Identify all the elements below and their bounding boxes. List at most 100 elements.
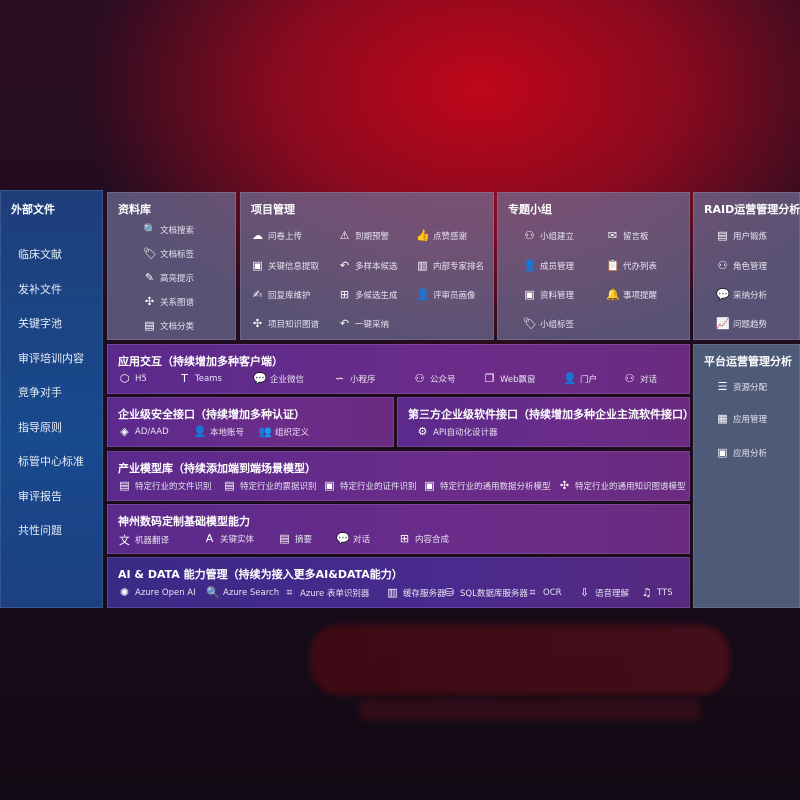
- reply-icon: ↶: [339, 259, 350, 272]
- panel-item[interactable]: ☁ 问卷上传: [251, 229, 302, 242]
- panel-item[interactable]: 文机器翻译: [118, 532, 169, 548]
- panel-item[interactable]: ↶ 多样本候选: [338, 259, 398, 272]
- chat-icon: 💬: [336, 532, 350, 545]
- panel-item[interactable]: ⬡ H5: [118, 372, 147, 385]
- panel-item[interactable]: ✣ 关系图谱: [143, 295, 194, 308]
- sidebar-item[interactable]: 临床文献: [18, 248, 62, 261]
- entity-icon: A: [205, 532, 214, 545]
- database-icon: ⛁: [444, 586, 455, 599]
- item-label: 特定行业的通用数据分析模型: [440, 481, 551, 492]
- item-label: 采纳分析: [733, 290, 768, 301]
- panel-item[interactable]: ✣ 特定行业的通用知识图谱模型: [558, 479, 686, 492]
- panel-item[interactable]: ⊞ 内容合成: [398, 532, 449, 545]
- chart-icon: ▣: [424, 479, 435, 492]
- panel-item[interactable]: 👤 门户: [563, 372, 597, 385]
- panel-item[interactable]: 👤 成员管理: [523, 259, 574, 272]
- sidebar-item[interactable]: 指导原则: [18, 420, 62, 434]
- ad-icon: ◈: [120, 425, 129, 438]
- org-icon: 👥: [258, 425, 272, 438]
- item-label: 一键采纳: [355, 319, 390, 330]
- panel-item[interactable]: ⊞ 多候选生成: [338, 288, 398, 301]
- qa-icon: 💬: [716, 288, 730, 301]
- panel-item[interactable]: ✍ 回复库维护: [251, 288, 311, 301]
- sidebar-item[interactable]: 竞争对手: [18, 386, 62, 399]
- platform-analysis-panel: 平台运营管理分析 ☰ 资源分配 ▦ 应用管理 ▣ 应用分析: [693, 344, 800, 608]
- panel-item[interactable]: ⇩ 语音理解: [578, 586, 629, 599]
- item-label: 组织定义: [275, 427, 310, 438]
- panel-item[interactable]: ▣ 资料管理: [523, 288, 574, 301]
- panel-item[interactable]: 👤 评审员画像: [416, 288, 476, 301]
- sidebar-item[interactable]: 审评报告: [18, 489, 62, 503]
- item-label: 语音理解: [595, 588, 630, 599]
- panel-item[interactable]: ✺ Azure Open AI: [118, 586, 196, 599]
- panel-item[interactable]: ⚙ API自动化设计器: [416, 425, 498, 438]
- item-label: 文档标签: [160, 249, 195, 260]
- sidebar-item[interactable]: 发补文件: [18, 282, 62, 296]
- panel-item[interactable]: ▥ 内部专家排名: [416, 259, 484, 272]
- panel-item[interactable]: ⚠ 到期预警: [338, 229, 389, 242]
- panel-item[interactable]: 🏷 小组标签: [523, 317, 574, 330]
- panel-item[interactable]: 📈 问题趋势: [716, 317, 767, 330]
- panel-item[interactable]: 💬 采纳分析: [716, 288, 767, 301]
- panel-item[interactable]: ▥ 缓存服务器: [386, 586, 445, 599]
- portal-icon: 👤: [563, 372, 577, 385]
- panel-item[interactable]: 🔍 文档搜索: [143, 223, 194, 236]
- panel-item[interactable]: 🔔 事项提醒: [606, 288, 657, 301]
- panel-item[interactable]: 📋 代办列表: [606, 259, 657, 272]
- panel-item[interactable]: ▦ 应用管理: [716, 412, 767, 425]
- sidebar-item[interactable]: 审评培训内容: [18, 351, 84, 365]
- panel-item[interactable]: ▤ 摘要: [278, 532, 312, 545]
- panel-item[interactable]: 💬 企业微信: [253, 372, 304, 385]
- panel-item[interactable]: ✉ 留言板: [606, 229, 649, 242]
- panel-item[interactable]: 👍 点赞感谢: [416, 229, 467, 242]
- panel-item[interactable]: ▤ 特定行业的票据识别: [223, 479, 316, 492]
- panel-item[interactable]: A 关键实体: [203, 532, 254, 545]
- raid-analysis-panel: RAID运营管理分析 ▤ 用户锻炼 ⚇ 角色管理 💬 采纳分析 📈 问题趋势: [693, 192, 800, 340]
- reply-icon: ↶: [339, 317, 350, 330]
- panel-item[interactable]: T Teams: [178, 372, 222, 385]
- panel-item[interactable]: 🏷 文档标签: [143, 247, 194, 260]
- panel-item[interactable]: ⌗ Azure 表单识别器: [283, 586, 369, 600]
- item-label: Azure 表单识别器: [300, 589, 370, 599]
- item-label: OCR: [543, 588, 562, 598]
- sidebar-item[interactable]: 共性问题: [18, 524, 62, 537]
- panel-item[interactable]: ⚇ 小组建立: [523, 229, 574, 242]
- panel-item[interactable]: ⌗ OCR: [526, 586, 562, 600]
- panel-item[interactable]: ◈ AD/AAD: [118, 425, 168, 438]
- miniprogram-icon: ∽: [334, 372, 345, 385]
- panel-item[interactable]: ♫ TTS: [640, 586, 673, 599]
- panel-item[interactable]: 👤 本地账号: [193, 425, 244, 438]
- panel-item[interactable]: ∽ 小程序: [333, 372, 376, 385]
- project-management-panel: 项目管理 ☁ 问卷上传 ⚠ 到期预警 👍 点赞感谢 ▣ 关键信息提取 ↶ 多样本候选 ▥ 内部专家排名 ✍…: [240, 192, 494, 340]
- panel-item[interactable]: ❐ Web飘窗: [483, 372, 536, 385]
- panel-item[interactable]: ▤ 用户锻炼: [716, 229, 767, 242]
- panel-item[interactable]: ▣ 应用分析: [716, 446, 767, 459]
- panel-item[interactable]: 👥 组织定义: [258, 425, 309, 438]
- item-label: 摘要: [295, 534, 313, 545]
- network-icon: ✣: [252, 317, 263, 330]
- item-label: 回复库维护: [268, 290, 311, 301]
- user-icon: 👤: [416, 288, 430, 301]
- panel-item[interactable]: ▣ 特定行业的证件识别: [323, 479, 416, 492]
- panel-item[interactable]: ▤ 特定行业的文件识别: [118, 479, 211, 492]
- panel-item[interactable]: ⚇ 公众号: [413, 372, 456, 385]
- edit-icon: ✍: [252, 288, 263, 301]
- panel-item[interactable]: ✣ 项目知识图谱: [251, 317, 319, 330]
- item-label: Web飘窗: [500, 374, 536, 385]
- background-shape: [310, 625, 730, 695]
- panel-item[interactable]: ⚇ 角色管理: [716, 259, 767, 272]
- panel-item[interactable]: ↶ 一键采纳: [338, 317, 389, 330]
- panel-item[interactable]: ▤ 文档分类: [143, 319, 194, 332]
- panel-item[interactable]: ✎ 高亮提示: [143, 271, 194, 284]
- panel-item[interactable]: ▣ 特定行业的通用数据分析模型: [423, 479, 551, 492]
- item-label: Azure Search: [223, 587, 280, 598]
- panel-item[interactable]: 🔍 Azure Search: [206, 586, 279, 599]
- sidebar-item[interactable]: 标管中心标准: [18, 455, 84, 468]
- panel-item[interactable]: ⛁ SQL数据库服务器: [443, 586, 528, 599]
- panel-item[interactable]: ⚇ 对话: [623, 372, 657, 385]
- panel-item[interactable]: ☰ 资源分配: [716, 380, 767, 393]
- panel-item[interactable]: 💬 对话: [336, 532, 370, 545]
- panel-item[interactable]: ▣ 关键信息提取: [251, 259, 319, 272]
- item-label: 关键信息提取: [268, 261, 320, 272]
- sidebar-item[interactable]: 关键字池: [18, 317, 62, 330]
